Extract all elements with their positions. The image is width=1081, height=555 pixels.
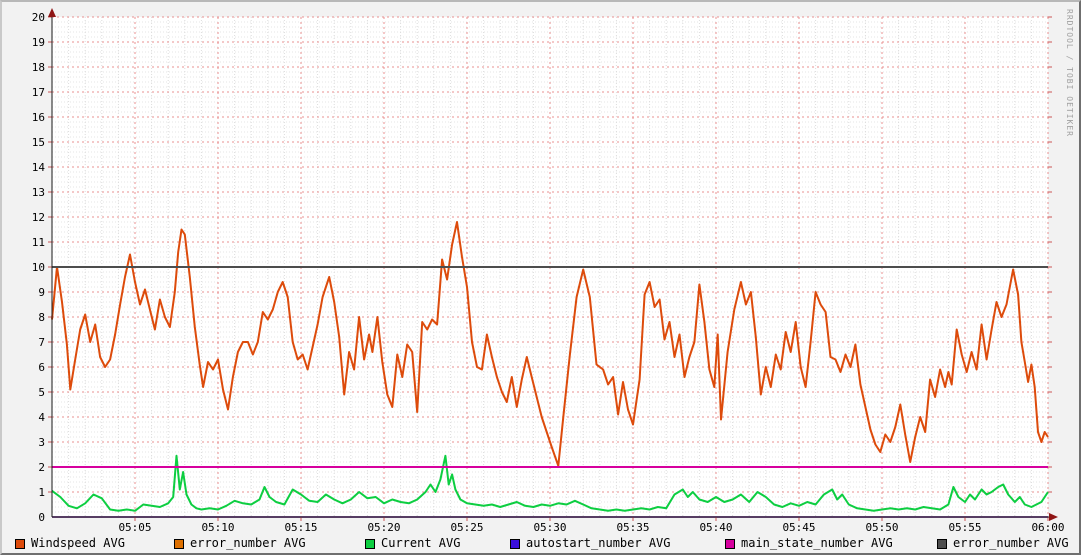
y-tick-label: 0	[38, 511, 45, 524]
y-tick-label: 3	[38, 436, 45, 449]
y-tick-label: 13	[32, 186, 45, 199]
y-tick-label: 18	[32, 61, 45, 74]
series-0-windspeed-avg	[51, 221, 1049, 467]
rrdtool-watermark: RRDTOOL / TOBI OETIKER	[1065, 9, 1074, 137]
y-tick-label: 19	[32, 36, 45, 49]
x-tick-label: 05:55	[948, 521, 981, 534]
y-tick-label: 4	[38, 411, 45, 424]
y-tick-label: 12	[32, 211, 45, 224]
y-axis-arrow-icon	[48, 8, 56, 17]
x-tick-label: 05:20	[367, 521, 400, 534]
y-tick-label: 6	[38, 361, 45, 374]
x-tick-label: 05:40	[699, 521, 732, 534]
x-axis-arrow-icon	[1049, 513, 1058, 521]
x-tick-label: 05:35	[616, 521, 649, 534]
x-tick-label: 05:25	[450, 521, 483, 534]
y-tick-label: 10	[32, 261, 45, 274]
y-tick-label: 7	[38, 336, 45, 349]
x-tick-label: 05:50	[865, 521, 898, 534]
y-tick-label: 16	[32, 111, 45, 124]
x-tick-label: 06:00	[1031, 521, 1064, 534]
series-2-current-avg	[51, 454, 1049, 512]
y-tick-label: 1	[38, 486, 45, 499]
x-tick-label: 05:30	[533, 521, 566, 534]
y-tick-label: 8	[38, 311, 45, 324]
x-tick-label: 05:05	[118, 521, 151, 534]
x-tick-label: 05:15	[284, 521, 317, 534]
y-tick-label: 14	[32, 161, 46, 174]
y-tick-label: 5	[38, 386, 45, 399]
y-tick-label: 20	[32, 11, 45, 24]
y-tick-label: 2	[38, 461, 45, 474]
y-tick-label: 11	[32, 236, 45, 249]
y-tick-label: 17	[32, 86, 45, 99]
y-tick-label: 15	[32, 136, 45, 149]
x-tick-label: 05:10	[201, 521, 234, 534]
y-tick-label: 9	[38, 286, 45, 299]
x-tick-label: 05:45	[782, 521, 815, 534]
